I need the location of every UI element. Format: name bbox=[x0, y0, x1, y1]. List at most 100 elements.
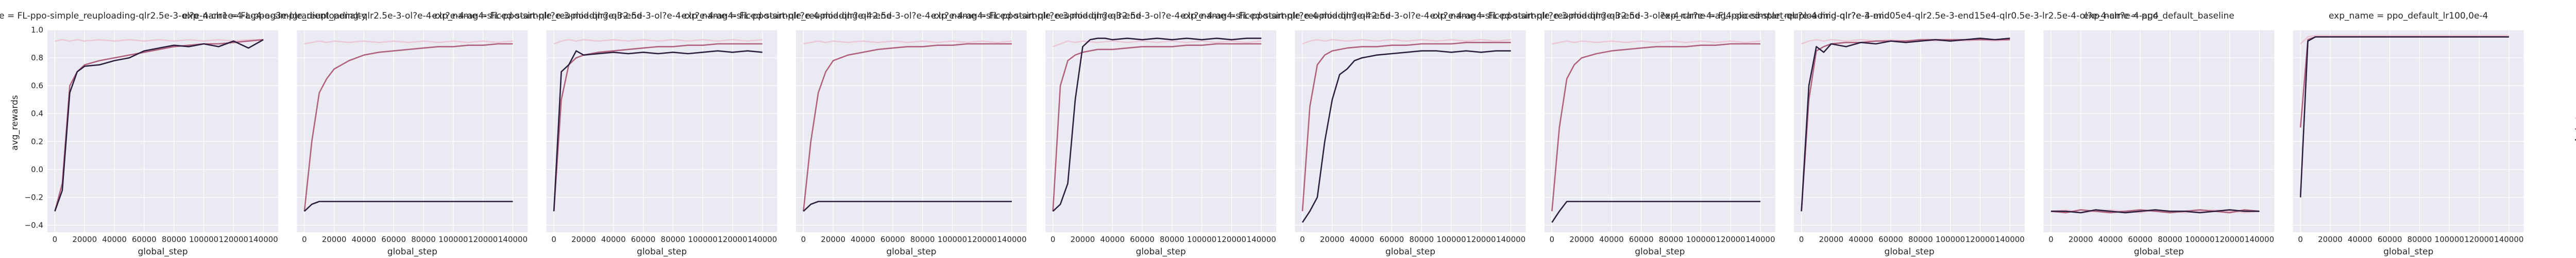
x-tick-label: 0 bbox=[1300, 235, 1305, 244]
series-line-seed-30 bbox=[2299, 36, 2509, 198]
y-tick-label: 0.6 bbox=[31, 81, 43, 90]
series-line-seed-10 bbox=[2300, 35, 2509, 44]
x-tick-label: 80000 bbox=[660, 235, 685, 244]
x-tick-label: 80000 bbox=[2408, 235, 2432, 244]
x-tick-label: 120000 bbox=[2215, 235, 2244, 244]
x-tick-label: 20000 bbox=[1071, 235, 1095, 244]
panel-title: exp_name = ppo_default_lr100,0e-4 bbox=[2329, 11, 2488, 21]
x-tick-label: 100000 bbox=[189, 235, 218, 244]
x-tick-label: 140000 bbox=[1496, 235, 1526, 244]
y-tick-label: 1.0 bbox=[31, 25, 43, 35]
series-line-seed-20 bbox=[1052, 43, 1262, 212]
x-tick-label: 100000 bbox=[1187, 235, 1216, 244]
series-line-seed-20 bbox=[303, 43, 513, 212]
y-axis-label: avg_rewards bbox=[10, 95, 20, 151]
series-line-seed-30 bbox=[1052, 37, 1262, 212]
series-line-seed-20 bbox=[2050, 209, 2260, 214]
x-axis-label: global_step bbox=[1635, 247, 1685, 257]
x-tick-label: 60000 bbox=[1629, 235, 1654, 244]
plot-background bbox=[47, 30, 278, 232]
x-tick-label: 20000 bbox=[571, 235, 596, 244]
y-tick-label: 0.8 bbox=[31, 53, 43, 62]
x-tick-label: 120000 bbox=[1217, 235, 1246, 244]
x-tick-label: 60000 bbox=[1130, 235, 1155, 244]
x-tick-label: 40000 bbox=[1100, 235, 1125, 244]
x-tick-label: 80000 bbox=[1908, 235, 1933, 244]
x-tick-label: 100000 bbox=[1936, 235, 1965, 244]
x-tick-label: 60000 bbox=[132, 235, 157, 244]
x-axis-label: global_step bbox=[2383, 247, 2433, 257]
x-tick-label: 20000 bbox=[1320, 235, 1345, 244]
x-tick-label: 60000 bbox=[2378, 235, 2402, 244]
x-axis-label: global_step bbox=[2134, 247, 2184, 257]
chart-panel: 0 20000 40000 60000 80000 100000 120000 140000g… bbox=[2293, 11, 2524, 257]
panel-title: exp_name = FL-ppo-simple_reuploading-qlr… bbox=[1660, 11, 2159, 21]
x-tick-label: 20000 bbox=[1569, 235, 1594, 244]
x-tick-label: 60000 bbox=[631, 235, 656, 244]
chart-panels: 0 20000 40000 60000 80000 100000 120000 140000g… bbox=[0, 11, 2524, 257]
x-tick-label: 100000 bbox=[2185, 235, 2214, 244]
x-tick-label: 140000 bbox=[1247, 235, 1276, 244]
x-tick-label: 100000 bbox=[438, 235, 468, 244]
panel-title: exp_name = FL-ppo-simple_reuploading-qlr… bbox=[182, 11, 642, 21]
series-line-seed-10 bbox=[1801, 39, 2010, 45]
x-tick-label: 40000 bbox=[102, 235, 127, 244]
series-line-seed-10 bbox=[55, 39, 264, 42]
x-tick-label: 100000 bbox=[688, 235, 717, 244]
series-line-seed-10 bbox=[1552, 40, 1761, 45]
x-tick-label: 20000 bbox=[2318, 235, 2343, 244]
y-tick-label: 0.4 bbox=[31, 109, 43, 118]
x-tick-label: 60000 bbox=[1878, 235, 1903, 244]
x-tick-label: 120000 bbox=[1466, 235, 1496, 244]
panel-title: exp_name = FL-ppo-simple_reuploading-qlr… bbox=[0, 11, 366, 21]
x-axis-label: global_step bbox=[1385, 247, 1435, 257]
x-tick-label: 0 bbox=[551, 235, 556, 244]
x-tick-label: 60000 bbox=[2128, 235, 2153, 244]
series-line-seed-30 bbox=[553, 50, 762, 212]
panel-title: exp_name = FL-ppo-simple_reuploading-qlr… bbox=[931, 11, 1391, 21]
x-tick-label: 140000 bbox=[2494, 235, 2523, 244]
x-tick-label: 40000 bbox=[601, 235, 626, 244]
x-tick-label: 60000 bbox=[381, 235, 406, 244]
x-tick-label: 120000 bbox=[1716, 235, 1745, 244]
series-line-seed-10 bbox=[1053, 40, 1262, 47]
plot-background bbox=[2043, 30, 2275, 232]
series-line-seed-30 bbox=[303, 201, 513, 212]
x-tick-label: 100000 bbox=[2435, 235, 2464, 244]
panel-title: exp_name = FL-ppo-simple_reuploading-qlr… bbox=[1180, 11, 1640, 21]
x-tick-label: 0 bbox=[1050, 235, 1056, 244]
x-tick-label: 40000 bbox=[352, 235, 377, 244]
chart-panel: 0 20000 40000 60000 80000 100000 120000 140000g… bbox=[1660, 11, 2159, 257]
chart-panel: 0 20000 40000 60000 80000 100000 120000 140000g… bbox=[182, 11, 642, 257]
x-tick-label: 120000 bbox=[2464, 235, 2494, 244]
plot-background bbox=[297, 30, 528, 232]
x-axis-label: global_step bbox=[138, 247, 188, 257]
series-line-seed-30 bbox=[2050, 209, 2260, 214]
series-line-seed-10 bbox=[803, 40, 1012, 45]
chart-panel: 0 20000 40000 60000 80000 100000 120000 140000g… bbox=[2043, 11, 2275, 257]
y-tick-label: −0.4 bbox=[25, 220, 43, 230]
y-axis-label-group: avg_rewards bbox=[10, 95, 20, 151]
y-tick-label: −0.2 bbox=[25, 192, 43, 202]
x-tick-label: 100000 bbox=[938, 235, 967, 244]
plot-background bbox=[546, 30, 777, 232]
x-tick-label: 0 bbox=[801, 235, 806, 244]
x-tick-label: 0 bbox=[1799, 235, 1804, 244]
series-line-seed-10 bbox=[304, 40, 513, 45]
x-tick-label: 80000 bbox=[1160, 235, 1184, 244]
x-tick-label: 0 bbox=[1549, 235, 1554, 244]
chart-panel: 0 20000 40000 60000 80000 100000 120000 140000g… bbox=[1430, 11, 1890, 257]
x-tick-label: 0 bbox=[53, 235, 58, 244]
x-tick-label: 40000 bbox=[2098, 235, 2123, 244]
x-tick-label: 120000 bbox=[968, 235, 997, 244]
plot-background bbox=[2293, 30, 2524, 232]
x-tick-label: 40000 bbox=[1350, 235, 1375, 244]
x-tick-label: 140000 bbox=[248, 235, 278, 244]
x-tick-label: 20000 bbox=[821, 235, 845, 244]
chart-panel: 0 20000 40000 60000 80000 100000 120000 140000g… bbox=[931, 11, 1391, 257]
series-line-seed-20 bbox=[1301, 42, 1511, 212]
x-tick-label: 120000 bbox=[468, 235, 498, 244]
x-tick-label: 140000 bbox=[1745, 235, 1775, 244]
x-tick-label: 40000 bbox=[851, 235, 875, 244]
